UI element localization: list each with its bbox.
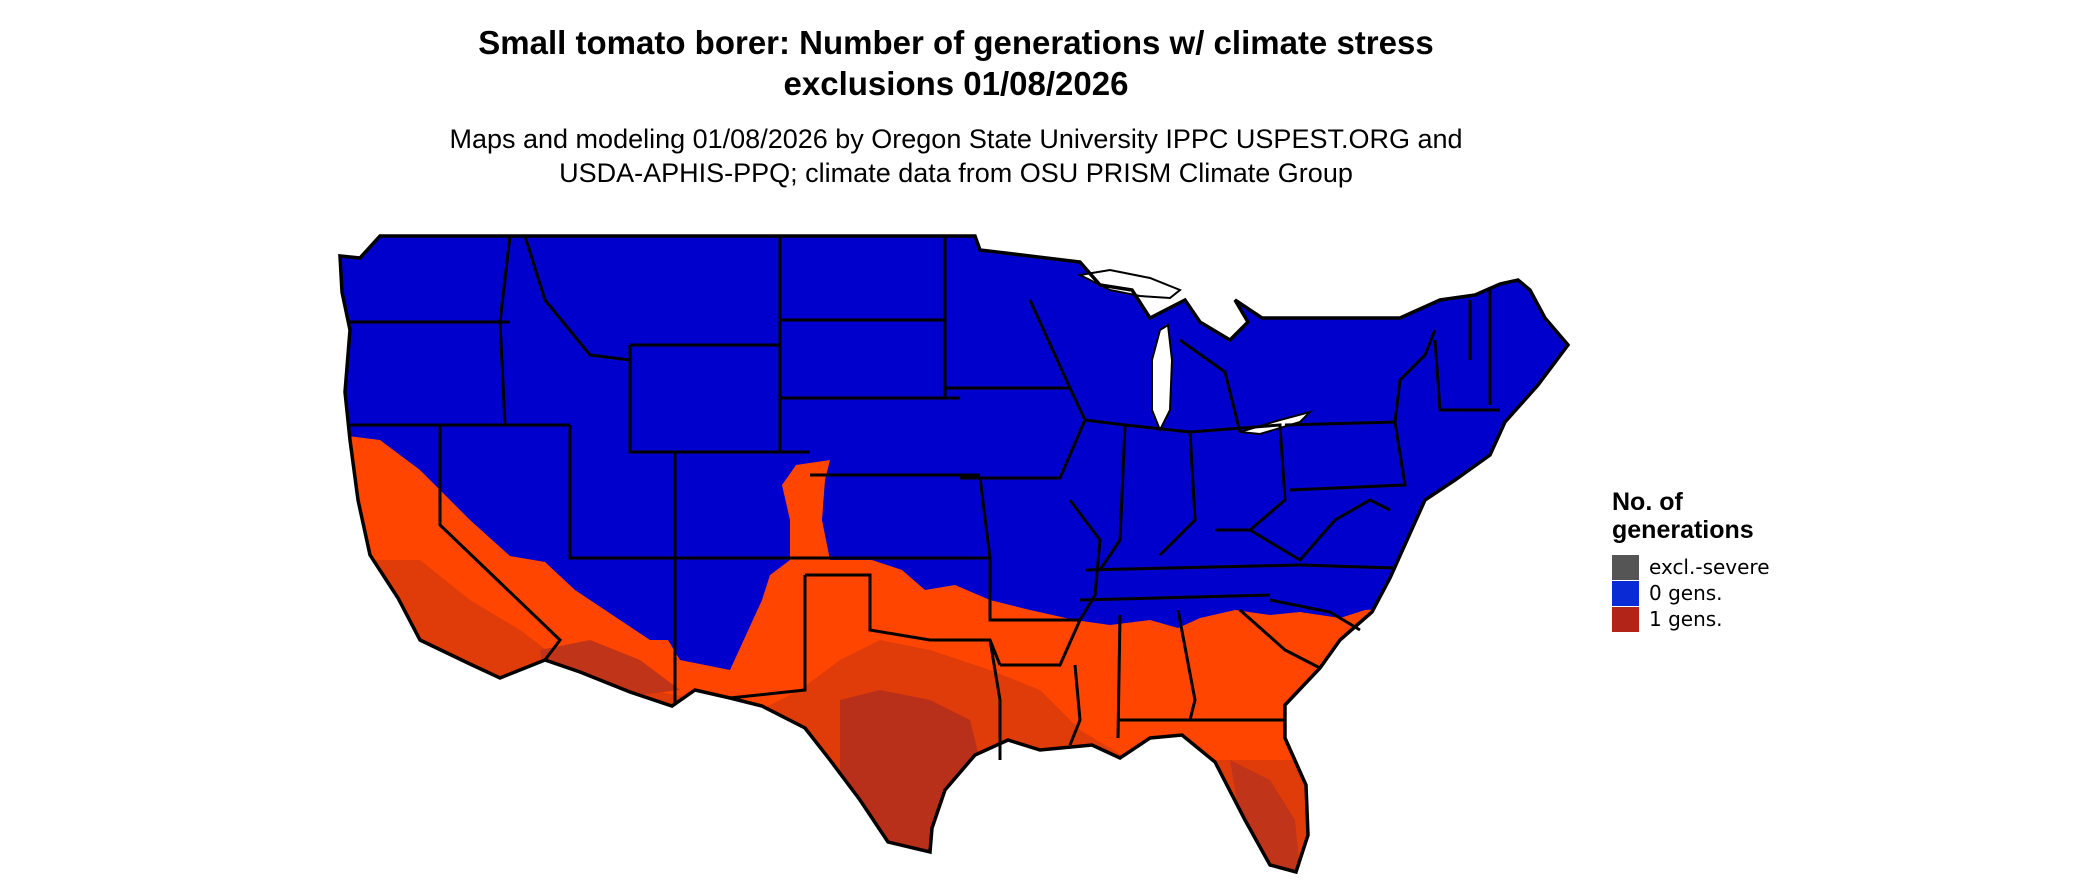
border-in [1124,423,1197,557]
great-lakes [1076,268,1314,436]
border-ca-nv [438,425,562,661]
lake-michigan [1151,323,1174,433]
border-wi [1028,299,1072,389]
state-borders [350,235,1500,760]
legend-label: 1 gens. [1649,607,1723,631]
map-title: Small tomato borer: Number of generation… [0,22,1912,104]
legend-label: 0 gens. [1649,581,1723,605]
border-pa [1284,420,1407,492]
border-al-ga [1176,609,1197,721]
one-gen-dark-shade-fl [1230,760,1300,872]
legend-swatch [1612,554,1639,580]
map-title-line-1: Small tomato borer: Number of generation… [478,24,1434,61]
legend-swatch [1612,606,1639,632]
border-la-ms [1068,664,1082,746]
map-subtitle: Maps and modeling 01/08/2026 by Oregon S… [0,122,1912,190]
legend-item-zero-gens: 0 gens. [1612,580,1770,606]
map-title-line-2: exclusions 01/08/2026 [783,65,1129,102]
border-nc-sc [1269,598,1361,632]
legend-item-one-gen: 1 gens. [1612,606,1770,632]
border-oh [1189,423,1287,532]
legend-title: No. of generations [1612,488,1770,544]
border-tn [1079,593,1271,602]
border-sc-ga [1239,608,1321,670]
border-ny [1393,329,1437,423]
border-tx-nm [729,575,807,700]
border-mi [1179,338,1242,433]
map-titles: Small tomato borer: Number of generation… [0,22,1912,190]
border-wv-va [1249,498,1391,562]
legend-label: excl.-severe [1649,555,1770,579]
legend-swatch [1612,580,1639,606]
border-ar-ms [1000,619,1082,667]
border-ky-tn [1084,563,1301,572]
border-il [1084,418,1127,571]
border-va-nc [1299,563,1396,570]
border-ar-la [988,639,1002,760]
lake-superior [1076,268,1182,300]
border-wy-ut-co [628,345,677,558]
border-mt-id [523,235,631,362]
legend: No. of generations excl.-severe 0 gens. … [1612,488,1770,632]
legend-item-excl-severe: excl.-severe [1612,554,1770,580]
border-ms-al [1116,614,1122,739]
legend-title-line-1: No. of [1612,488,1683,516]
lake-erie [1239,410,1314,436]
legend-title-line-2: generations [1612,516,1754,544]
map-subtitle-line-1: Maps and modeling 01/08/2026 by Oregon S… [449,124,1463,154]
border-new-england [1433,288,1500,412]
map-subtitle-line-2: USDA-APHIS-PPQ; climate data from OSU PR… [559,158,1353,188]
border-id-west [498,235,512,426]
us-outline [338,234,1571,875]
